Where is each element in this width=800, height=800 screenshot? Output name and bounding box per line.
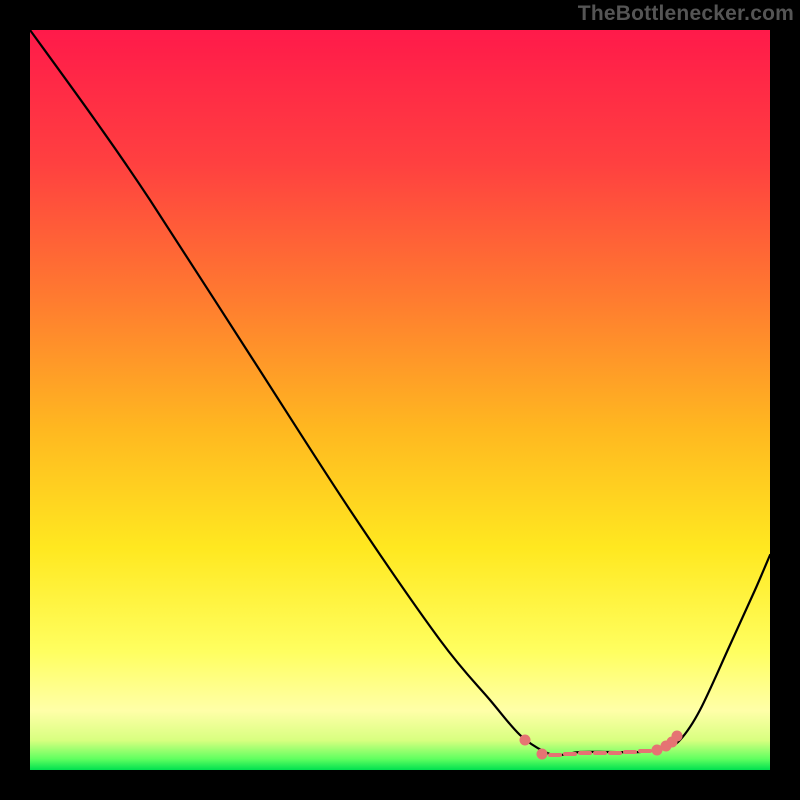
marker-dot (520, 735, 531, 746)
chart-container: TheBottlenecker.com (0, 0, 800, 800)
plot-background (30, 30, 770, 770)
marker-dot (672, 731, 683, 742)
marker-dot (537, 749, 548, 760)
watermark-text: TheBottlenecker.com (578, 2, 794, 26)
bottleneck-chart (0, 0, 800, 800)
